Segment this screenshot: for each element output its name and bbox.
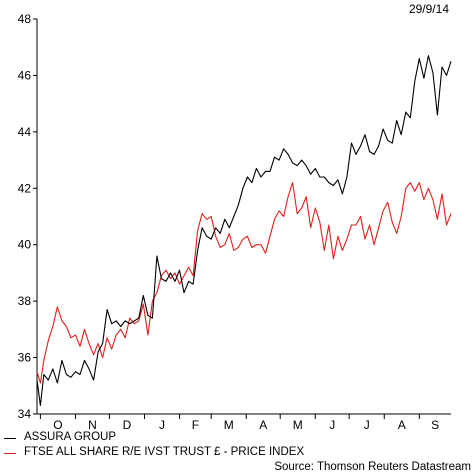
series-line-ftse: [36, 182, 452, 384]
y-tick-label: 36: [18, 351, 32, 365]
x-tick-label: A: [398, 418, 406, 432]
chart-date-label: 29/9/14: [408, 2, 449, 16]
x-tick-label: J: [364, 418, 370, 432]
legend-label-assura: ASSURA GROUP: [24, 431, 117, 443]
x-tick-label: M: [224, 418, 234, 432]
legend-swatch-assura: [4, 438, 16, 440]
x-tick-label: J: [329, 418, 335, 432]
x-tick-label: F: [192, 418, 199, 432]
x-tick-label: J: [159, 418, 165, 432]
y-tick-label: 44: [18, 125, 32, 139]
source-note: Source: Thomson Reuters Datastream: [274, 461, 471, 473]
x-tick-label: A: [259, 418, 267, 432]
y-tick-label: 48: [18, 12, 32, 26]
x-tick-label: N: [88, 418, 97, 432]
x-tick-label: S: [431, 418, 439, 432]
y-tick-label: 34: [18, 407, 32, 421]
legend-swatch-ftse: [4, 453, 16, 455]
legend-label-ftse: FTSE ALL SHARE R/E IVST TRUST £ - PRICE …: [24, 446, 305, 458]
y-tick-label: 38: [18, 294, 32, 308]
y-tick-label: 40: [18, 238, 32, 252]
x-tick-label: D: [123, 418, 132, 432]
series-line-assura: [36, 55, 452, 407]
x-tick-label: M: [293, 418, 303, 432]
y-tick-label: 46: [18, 68, 32, 82]
x-tick-label: O: [53, 418, 62, 432]
y-tick-label: 42: [18, 181, 32, 195]
